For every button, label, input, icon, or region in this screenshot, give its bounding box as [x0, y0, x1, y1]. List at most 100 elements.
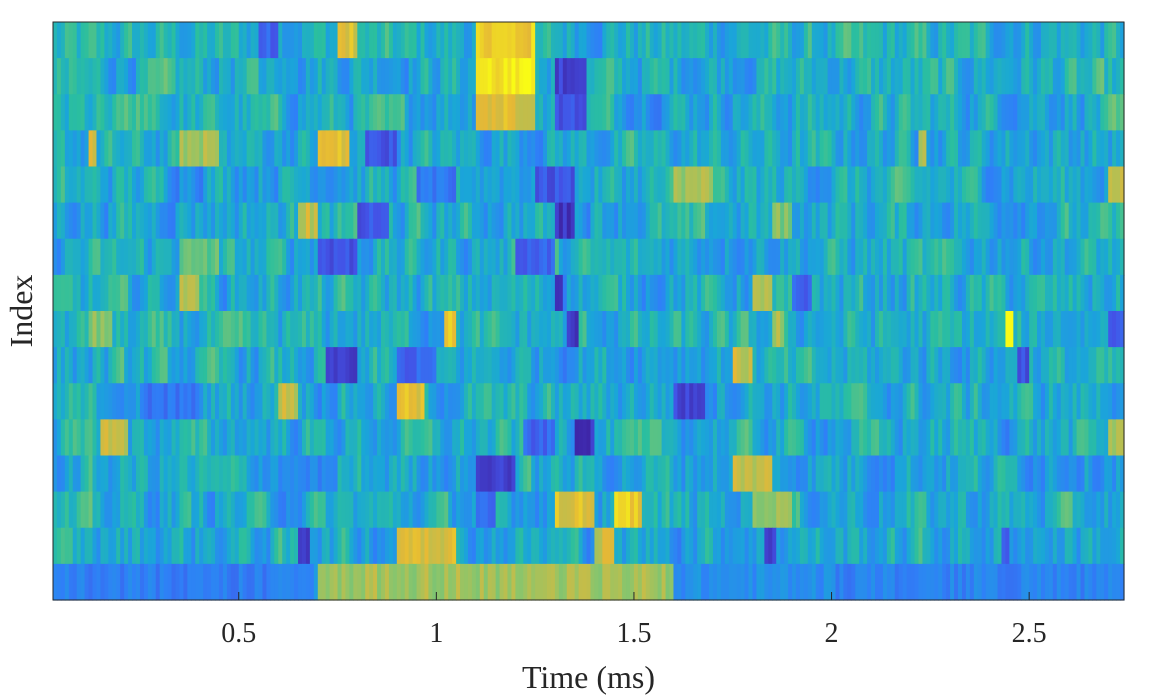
- heatmap-cell: [479, 419, 485, 457]
- heatmap-cell: [527, 455, 532, 493]
- heatmap-cell: [910, 491, 916, 529]
- heatmap-cell: [665, 130, 671, 168]
- heatmap-cell: [618, 130, 623, 168]
- heatmap-cell: [246, 527, 252, 565]
- heatmap-cell: [985, 166, 991, 204]
- heatmap-cell: [661, 383, 667, 420]
- heatmap-cell: [242, 491, 248, 529]
- heatmap-cell: [124, 22, 129, 59]
- heatmap-cell: [507, 563, 513, 601]
- heatmap-cell: [606, 347, 611, 384]
- heatmap-cell: [859, 130, 864, 168]
- heatmap-cell: [104, 311, 109, 348]
- heatmap-cell: [495, 274, 501, 312]
- heatmap-cell: [871, 563, 876, 601]
- heatmap-cell: [460, 419, 465, 457]
- heatmap-cell: [819, 202, 825, 240]
- heatmap-cell: [242, 311, 248, 348]
- heatmap-cell: [404, 238, 410, 276]
- heatmap-cell: [246, 563, 252, 601]
- heatmap-cell: [1100, 22, 1105, 59]
- heatmap-cell: [799, 58, 805, 95]
- heatmap-cell: [736, 383, 742, 420]
- heatmap-cell: [183, 527, 188, 565]
- heatmap-cell: [325, 491, 331, 529]
- heatmap-cell: [373, 274, 378, 312]
- heatmap-cell: [1080, 58, 1086, 95]
- heatmap-cell: [685, 563, 690, 601]
- heatmap-cell: [570, 527, 576, 565]
- heatmap-cell: [752, 22, 758, 59]
- heatmap-cell: [574, 274, 580, 312]
- heatmap-cell: [989, 383, 995, 420]
- heatmap-cell: [875, 166, 880, 204]
- heatmap-cell: [96, 130, 102, 168]
- heatmap-cell: [1092, 22, 1097, 59]
- heatmap-cell: [400, 419, 406, 457]
- heatmap-cell: [211, 202, 216, 240]
- heatmap-cell: [120, 130, 125, 168]
- heatmap-cell: [736, 455, 742, 493]
- heatmap-cell: [1041, 274, 1046, 312]
- heatmap-cell: [88, 455, 94, 493]
- heatmap-cell: [1041, 22, 1046, 59]
- heatmap-cell: [183, 274, 188, 312]
- heatmap-cell: [795, 347, 801, 384]
- heatmap-cell: [325, 166, 331, 204]
- heatmap-cell: [1104, 166, 1109, 204]
- heatmap-cell: [218, 202, 224, 240]
- heatmap-cell: [278, 383, 283, 420]
- heatmap-cell: [175, 22, 181, 59]
- heatmap-cell: [993, 202, 999, 240]
- heatmap-cell: [776, 455, 781, 493]
- heatmap-cell: [60, 419, 66, 457]
- heatmap-cell: [1108, 311, 1113, 348]
- heatmap-cell: [732, 202, 738, 240]
- heatmap-cell: [649, 130, 655, 168]
- heatmap-cell: [96, 166, 102, 204]
- heatmap-cell: [258, 527, 264, 565]
- heatmap-cell: [1112, 311, 1117, 348]
- heatmap-cell: [428, 202, 433, 240]
- heatmap-cell: [1037, 311, 1042, 348]
- heatmap-cell: [981, 383, 987, 420]
- heatmap-cell: [56, 274, 62, 312]
- heatmap-cell: [151, 383, 157, 420]
- heatmap-cell: [772, 22, 777, 59]
- heatmap-cell: [910, 563, 916, 601]
- heatmap-cell: [369, 274, 374, 312]
- heatmap-cell: [1092, 58, 1097, 95]
- heatmap-cell: [938, 455, 943, 493]
- heatmap-cell: [230, 455, 236, 493]
- heatmap-cell: [503, 455, 509, 493]
- heatmap-cell: [460, 455, 465, 493]
- heatmap-cell: [878, 130, 884, 168]
- heatmap-cell: [594, 383, 599, 420]
- heatmap-cell: [341, 274, 347, 312]
- heatmap-cell: [274, 274, 279, 312]
- heatmap-cell: [839, 22, 844, 59]
- heatmap-cell: [961, 347, 967, 384]
- heatmap-cell: [132, 94, 137, 131]
- heatmap-cell: [341, 238, 347, 276]
- heatmap-cell: [748, 563, 754, 601]
- heatmap-cell: [471, 419, 477, 457]
- heatmap-cell: [744, 202, 750, 240]
- heatmap-cell: [954, 563, 959, 601]
- heatmap-cell: [799, 347, 805, 384]
- heatmap-cell: [705, 383, 710, 420]
- heatmap-cell: [1001, 527, 1007, 565]
- heatmap-cell: [313, 166, 319, 204]
- heatmap-cell: [72, 383, 78, 420]
- heatmap-cell: [835, 311, 841, 348]
- heatmap-cell: [661, 455, 667, 493]
- heatmap-cell: [456, 563, 461, 601]
- heatmap-cell: [657, 491, 663, 529]
- heatmap-cell: [234, 130, 240, 168]
- heatmap-cell: [997, 383, 1003, 420]
- heatmap-cell: [456, 166, 461, 204]
- heatmap-cell: [807, 455, 813, 493]
- heatmap-cell: [965, 311, 971, 348]
- heatmap-cell: [519, 419, 524, 457]
- heatmap-cell: [890, 238, 896, 276]
